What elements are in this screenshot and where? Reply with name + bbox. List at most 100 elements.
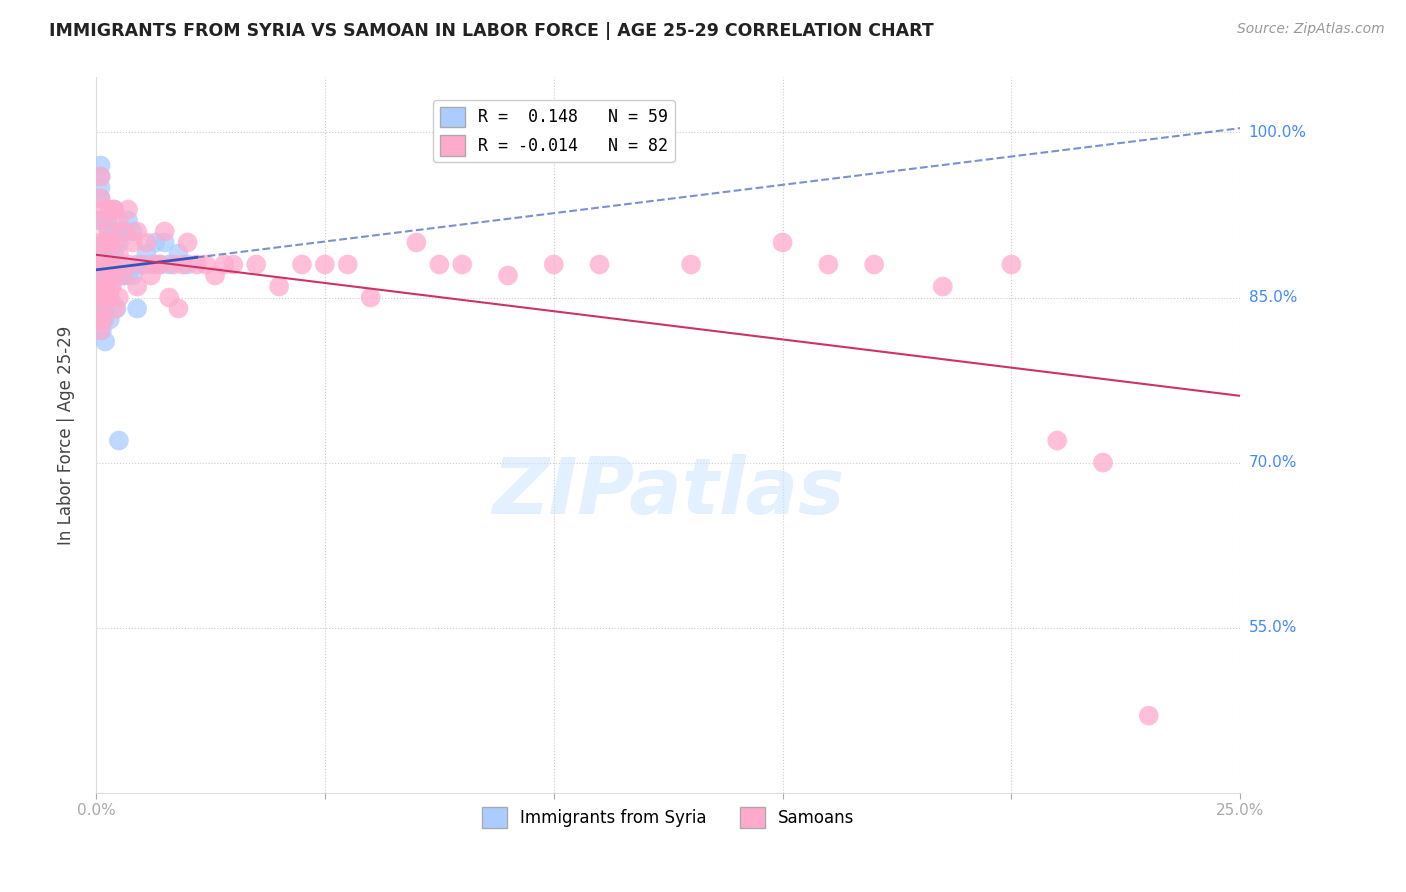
- Text: 70.0%: 70.0%: [1249, 455, 1296, 470]
- Text: 100.0%: 100.0%: [1249, 125, 1306, 140]
- Point: [932, 279, 955, 293]
- Point: [131, 258, 153, 272]
- Point: [94, 235, 117, 250]
- Point: [149, 258, 172, 272]
- Point: [103, 202, 125, 217]
- Point: [98, 246, 121, 260]
- Point: [91, 324, 114, 338]
- Point: [100, 258, 122, 272]
- Point: [98, 235, 121, 250]
- Point: [89, 312, 111, 326]
- Point: [139, 268, 162, 283]
- Point: [89, 324, 111, 338]
- Point: [104, 268, 127, 283]
- Point: [94, 334, 117, 349]
- Point: [90, 235, 112, 250]
- Point: [194, 258, 217, 272]
- Point: [127, 258, 149, 272]
- Point: [93, 279, 115, 293]
- Point: [157, 291, 180, 305]
- Point: [117, 202, 139, 217]
- Point: [1000, 258, 1022, 272]
- Point: [90, 213, 112, 227]
- Text: ZIPatlas: ZIPatlas: [492, 454, 844, 530]
- Point: [89, 301, 111, 316]
- Point: [90, 192, 112, 206]
- Point: [427, 258, 450, 272]
- Point: [112, 268, 135, 283]
- Point: [269, 279, 291, 293]
- Point: [90, 169, 112, 184]
- Point: [90, 301, 112, 316]
- Point: [153, 225, 176, 239]
- Point: [90, 279, 112, 293]
- Point: [98, 268, 121, 283]
- Point: [543, 258, 565, 272]
- Legend: Immigrants from Syria, Samoans: Immigrants from Syria, Samoans: [475, 801, 862, 834]
- Point: [127, 301, 149, 316]
- Text: Source: ZipAtlas.com: Source: ZipAtlas.com: [1237, 22, 1385, 37]
- Point: [90, 169, 112, 184]
- Point: [222, 258, 245, 272]
- Point: [94, 258, 117, 272]
- Point: [204, 268, 226, 283]
- Point: [91, 291, 114, 305]
- Point: [108, 213, 131, 227]
- Point: [176, 258, 198, 272]
- Point: [135, 246, 157, 260]
- Point: [1091, 456, 1114, 470]
- Point: [131, 258, 153, 272]
- Point: [91, 268, 114, 283]
- Point: [90, 213, 112, 227]
- Point: [163, 258, 186, 272]
- Point: [496, 268, 519, 283]
- Point: [98, 202, 121, 217]
- Point: [96, 213, 118, 227]
- Point: [89, 301, 111, 316]
- Point: [108, 235, 131, 250]
- Point: [100, 279, 122, 293]
- Point: [93, 312, 115, 326]
- Point: [104, 301, 127, 316]
- Point: [186, 258, 208, 272]
- Point: [135, 235, 157, 250]
- Point: [98, 291, 121, 305]
- Point: [89, 258, 111, 272]
- Point: [314, 258, 336, 272]
- Point: [98, 312, 121, 326]
- Point: [89, 291, 111, 305]
- Point: [103, 225, 125, 239]
- Text: 85.0%: 85.0%: [1249, 290, 1296, 305]
- Point: [117, 268, 139, 283]
- Point: [149, 258, 172, 272]
- Point: [336, 258, 359, 272]
- Point: [101, 279, 124, 293]
- Point: [360, 291, 382, 305]
- Point: [117, 213, 139, 227]
- Point: [139, 258, 162, 272]
- Point: [87, 279, 110, 293]
- Point: [91, 291, 114, 305]
- Point: [172, 258, 194, 272]
- Point: [772, 235, 794, 250]
- Point: [90, 258, 112, 272]
- Point: [90, 159, 112, 173]
- Point: [103, 268, 125, 283]
- Point: [94, 258, 117, 272]
- Point: [101, 258, 124, 272]
- Point: [94, 279, 117, 293]
- Y-axis label: In Labor Force | Age 25-29: In Labor Force | Age 25-29: [58, 326, 75, 545]
- Point: [94, 258, 117, 272]
- Point: [1137, 708, 1160, 723]
- Point: [817, 258, 839, 272]
- Point: [98, 225, 121, 239]
- Point: [112, 268, 135, 283]
- Point: [94, 291, 117, 305]
- Point: [91, 279, 114, 293]
- Point: [90, 246, 112, 260]
- Point: [145, 235, 167, 250]
- Text: IMMIGRANTS FROM SYRIA VS SAMOAN IN LABOR FORCE | AGE 25-29 CORRELATION CHART: IMMIGRANTS FROM SYRIA VS SAMOAN IN LABOR…: [49, 22, 934, 40]
- Point: [108, 434, 131, 448]
- Point: [121, 268, 143, 283]
- Point: [94, 235, 117, 250]
